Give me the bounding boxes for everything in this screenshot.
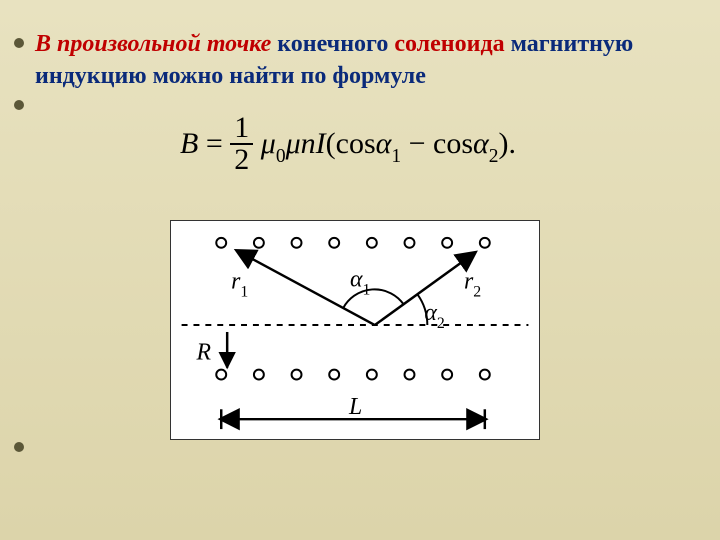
formula-den: 2 bbox=[230, 143, 253, 175]
formula-num: 1 bbox=[230, 113, 253, 143]
formula-frac: 12 bbox=[230, 113, 253, 175]
formula-mu0: μ0 bbox=[261, 127, 286, 160]
coil-top-row bbox=[216, 238, 489, 248]
formula: B = 12 μ0μnI(cosα1 − cosα2). bbox=[180, 115, 516, 177]
diagram-svg: r1 r2 α1 α2 R L bbox=[171, 221, 539, 439]
formula-dot: . bbox=[509, 127, 517, 160]
label-alpha1: α1 bbox=[350, 266, 370, 298]
formula-cos2: cos bbox=[433, 127, 473, 160]
formula-open: ( bbox=[326, 127, 336, 160]
heading-part3: соленоида bbox=[394, 31, 504, 57]
label-r2: r2 bbox=[464, 268, 481, 300]
label-R: R bbox=[195, 340, 211, 366]
formula-alpha2: α2 bbox=[473, 127, 499, 160]
formula-mu: μ bbox=[286, 127, 301, 160]
formula-eq: = bbox=[198, 127, 230, 160]
heading-part2: конечного bbox=[271, 31, 394, 57]
solenoid-diagram: r1 r2 α1 α2 R L bbox=[170, 220, 540, 440]
label-r1: r1 bbox=[231, 268, 248, 300]
formula-close: ) bbox=[499, 127, 509, 160]
heading-part1: В произвольной точке bbox=[35, 31, 271, 57]
heading-text: В произвольной точке конечного соленоида… bbox=[35, 28, 685, 93]
formula-alpha1: α1 bbox=[376, 127, 402, 160]
bullet-2 bbox=[14, 100, 24, 110]
bullet-1 bbox=[14, 38, 24, 48]
bullet-3 bbox=[14, 442, 24, 452]
formula-minus: − bbox=[401, 127, 433, 160]
formula-B: B bbox=[180, 127, 198, 160]
formula-nI: nI bbox=[301, 127, 326, 160]
formula-cos1: cos bbox=[336, 127, 376, 160]
coil-bottom-row bbox=[216, 370, 489, 380]
label-L: L bbox=[348, 394, 362, 420]
label-alpha2: α2 bbox=[424, 300, 444, 332]
